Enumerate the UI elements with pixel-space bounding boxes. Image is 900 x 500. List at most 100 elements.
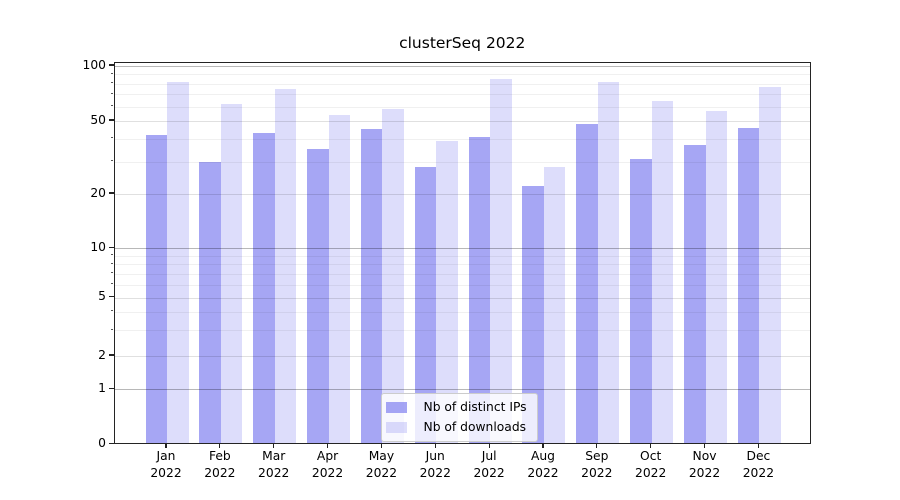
x-label-month: Dec [746, 449, 771, 463]
bar-distinct-ips-apr [307, 149, 329, 444]
y-minortick-30 [110, 160, 114, 162]
bar-distinct-ips-feb [199, 161, 221, 444]
plot-area: Nb of distinct IPs Nb of downloads [113, 61, 811, 444]
x-tick-apr [326, 443, 329, 448]
x-label-month: Aug [530, 449, 555, 463]
y-tick-label-10: 10 [90, 239, 106, 254]
bar-distinct-ips-jul [468, 136, 491, 444]
x-tick-sep [596, 443, 598, 448]
x-tick-feb [219, 443, 221, 448]
x-label-year: 2022 [419, 465, 451, 480]
gridline-minor-90 [114, 74, 810, 76]
y-minortick-80 [110, 82, 114, 84]
x-label-year: 2022 [150, 465, 182, 480]
x-tick-label-jan: Jan 2022 [134, 448, 198, 481]
bar-distinct-ips-mar [253, 133, 275, 444]
bar-distinct-ips-oct [630, 159, 652, 444]
x-label-year: 2022 [527, 465, 559, 480]
y-minortick-9 [110, 254, 114, 256]
bar-distinct-ips-may [360, 129, 383, 444]
gridline-100 [114, 66, 810, 67]
x-tick-label-dec: Dec 2022 [726, 448, 790, 481]
y-tick-1 [109, 387, 114, 389]
y-tick-label-50: 50 [90, 112, 106, 127]
x-tick-jan [165, 443, 167, 448]
x-tick-label-jul: Jul 2022 [457, 448, 521, 481]
gridline-minor-40 [114, 138, 810, 140]
bar-downloads-jun [436, 140, 458, 444]
gridline-1 [114, 389, 810, 391]
x-tick-label-oct: Oct 2022 [619, 448, 683, 481]
gridline-5 [114, 297, 810, 299]
x-tick-label-jun: Jun 2022 [403, 448, 467, 481]
x-tick-nov [703, 443, 706, 448]
gridline-2 [114, 356, 810, 357]
x-label-month: Mar [262, 449, 286, 463]
x-label-month: Oct [640, 449, 662, 463]
gridline-minor-4 [114, 311, 810, 313]
x-tick-may [380, 443, 382, 448]
legend: Nb of distinct IPs Nb of downloads [380, 392, 538, 442]
y-minortick-4 [110, 310, 114, 312]
x-label-year: 2022 [365, 465, 398, 480]
y-tick-5 [109, 296, 114, 298]
x-label-month: Jul [481, 449, 497, 463]
y-tick-2 [109, 354, 114, 356]
x-tick-label-aug: Aug 2022 [511, 448, 575, 481]
y-tick-label-5: 5 [98, 289, 106, 304]
x-label-year: 2022 [258, 465, 290, 480]
y-tick-10 [109, 246, 114, 248]
x-label-month: Apr [316, 449, 339, 463]
bar-downloads-feb [220, 103, 243, 444]
y-minortick-40 [110, 137, 114, 139]
legend-item-downloads: Nb of downloads [385, 419, 527, 436]
bar-downloads-jul [490, 78, 512, 444]
y-tick-label-100: 100 [82, 57, 106, 72]
legend-item-distinct-ips: Nb of distinct IPs [385, 399, 527, 416]
y-minortick-7 [110, 272, 114, 274]
bar-downloads-dec [759, 86, 781, 444]
y-tick-label-2: 2 [98, 347, 106, 362]
y-minortick-8 [110, 262, 114, 264]
bar-downloads-jan [167, 81, 189, 444]
x-label-year: 2022 [473, 465, 505, 480]
gridline-20 [114, 194, 810, 195]
x-tick-aug [542, 443, 544, 448]
bar-downloads-sep [597, 81, 620, 444]
x-tick-label-nov: Nov 2022 [673, 448, 737, 481]
y-tick-label-1: 1 [98, 380, 106, 395]
y-tick-label-0: 0 [98, 435, 106, 450]
bar-distinct-ips-sep [576, 124, 598, 444]
x-tick-dec [757, 443, 759, 448]
bar-distinct-ips-aug [522, 186, 544, 444]
y-minortick-70 [110, 92, 114, 94]
x-tick-label-mar: Mar 2022 [242, 448, 306, 481]
y-tick-100 [109, 64, 114, 66]
gridline-minor-9 [114, 255, 810, 257]
bar-distinct-ips-nov [684, 144, 706, 444]
y-minortick-6 [110, 283, 114, 285]
gridline-minor-70 [114, 94, 810, 96]
y-tick-label-20: 20 [90, 185, 106, 200]
chart-title: clusterSeq 2022 [399, 34, 526, 52]
x-tick-jul [488, 443, 490, 448]
y-minortick-60 [110, 105, 114, 107]
y-tick-0 [109, 442, 114, 444]
bar-distinct-ips-jun [414, 167, 437, 444]
bar-distinct-ips-dec [737, 127, 760, 444]
x-tick-mar [273, 443, 275, 448]
x-label-month: Feb [208, 449, 231, 463]
x-label-year: 2022 [581, 465, 613, 480]
bar-downloads-mar [274, 88, 297, 444]
x-label-month: Sep [585, 449, 609, 463]
x-label-month: May [368, 449, 395, 463]
gridline-minor-30 [114, 161, 810, 163]
gridline-minor-6 [114, 284, 810, 286]
x-tick-label-apr: Apr 2022 [296, 448, 360, 481]
legend-label-distinct-ips: Nb of distinct IPs [423, 400, 527, 414]
gridline-minor-3 [114, 330, 810, 332]
x-label-year: 2022 [742, 465, 775, 480]
x-tick-label-sep: Sep 2022 [565, 448, 629, 481]
bar-distinct-ips-jan [145, 134, 167, 444]
